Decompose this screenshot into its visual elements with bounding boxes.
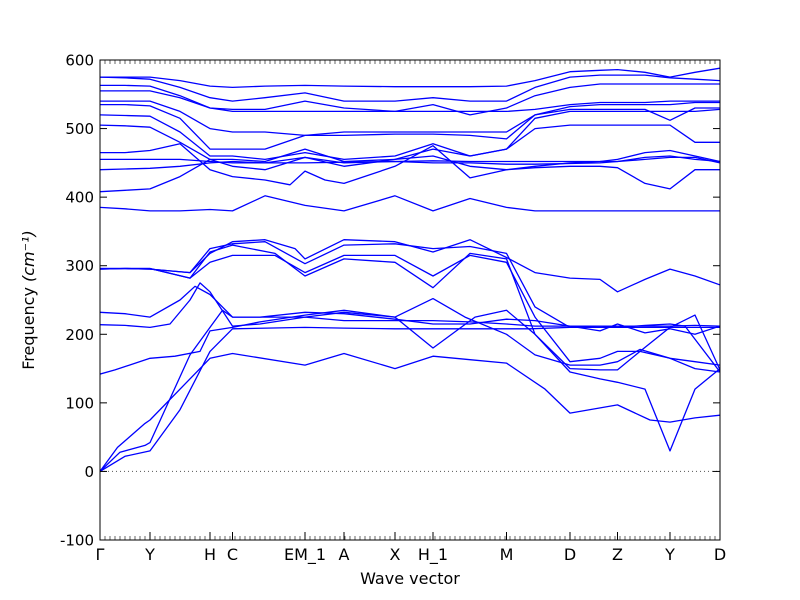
band-17 xyxy=(100,108,720,161)
band-12 xyxy=(100,155,720,193)
x-tick-label: A xyxy=(339,545,350,564)
band-20 xyxy=(100,90,720,113)
y-axis-label: Frequency (cm⁻¹) xyxy=(19,230,38,369)
band-6 xyxy=(100,285,720,335)
y-axis-unit: (cm⁻¹) xyxy=(19,230,38,282)
band-19 xyxy=(100,100,720,137)
x-tick-label: Γ xyxy=(96,545,105,564)
x-axis-label: Wave vector xyxy=(360,569,460,588)
x-tick-label: M xyxy=(500,545,514,564)
band-4 xyxy=(100,309,720,452)
x-tick-label: D xyxy=(564,545,576,564)
x-tick-label: X xyxy=(390,545,401,564)
band-15 xyxy=(100,143,720,186)
band-22 xyxy=(100,74,720,102)
x-tick-label: H_1 xyxy=(418,545,448,565)
x-axis-ticks: Γ Y H C EM_1 A X H_1 M D Z Y D xyxy=(96,532,726,565)
y-tick-label: 0 xyxy=(84,463,94,481)
x-tick-label: D xyxy=(714,545,726,564)
dispersion-curves xyxy=(100,67,720,472)
band-7 xyxy=(100,244,720,371)
y-axis-ticks: -100 0 100 200 300 400 500 600 xyxy=(60,52,720,550)
band-11 xyxy=(100,195,720,212)
y-tick-label: 600 xyxy=(65,52,94,70)
y-tick-label: 200 xyxy=(65,326,94,344)
band-13 xyxy=(100,155,720,171)
band-21 xyxy=(100,83,720,116)
y-tick-label: 400 xyxy=(65,189,94,207)
band-2 xyxy=(100,297,720,472)
band-1 xyxy=(100,352,720,472)
band-23 xyxy=(100,67,720,89)
band-18 xyxy=(100,103,720,150)
minor-ticks xyxy=(99,60,721,540)
y-tick-label: 100 xyxy=(65,394,94,412)
band-14 xyxy=(100,156,720,164)
x-tick-label: H xyxy=(204,545,216,564)
x-tick-label: Y xyxy=(144,545,155,564)
band-10 xyxy=(100,241,720,329)
x-tick-label: Z xyxy=(612,545,623,564)
y-axis-label-text: Frequency xyxy=(19,287,38,370)
y-tick-label: -100 xyxy=(60,532,94,550)
band-16 xyxy=(100,124,720,163)
y-tick-label: 300 xyxy=(65,257,94,275)
x-tick-label: C xyxy=(227,545,238,564)
y-tick-label: 500 xyxy=(65,120,94,138)
x-tick-label: Y xyxy=(664,545,675,564)
plot-frame xyxy=(99,59,721,541)
x-tick-label: EM_1 xyxy=(284,545,326,565)
band-8 xyxy=(100,254,720,366)
